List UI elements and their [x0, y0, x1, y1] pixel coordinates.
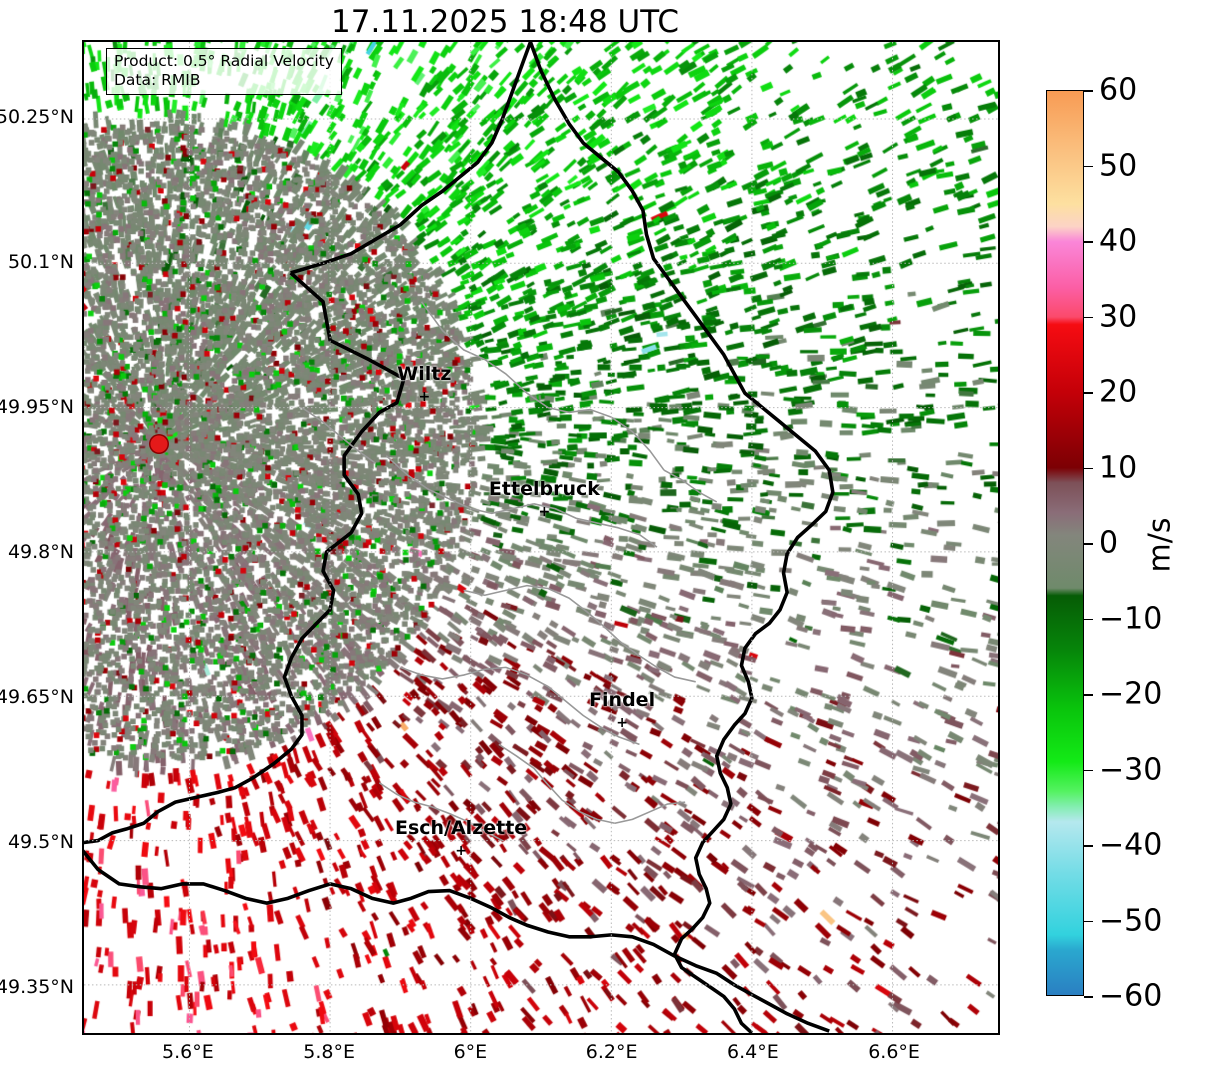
admin-boundary [526, 674, 640, 746]
x-axis-tick-label: 5.8°E [303, 1041, 356, 1063]
city-marker: + [418, 388, 431, 405]
colorbar-tick [1084, 467, 1093, 470]
city-label: Findel [589, 689, 656, 712]
colorbar-tick-label: −50 [1099, 903, 1163, 938]
colorbar-tick [1084, 392, 1093, 394]
city-label: Ettelbruck [488, 477, 600, 500]
colorbar-tick-label: 40 [1099, 223, 1138, 259]
page-title: 17.11.2025 18:48 UTC [331, 4, 679, 40]
y-axis-tick-label: 49.65°N [0, 685, 74, 708]
colorbar-tick-label: 30 [1099, 299, 1138, 334]
colorbar-tick [1084, 543, 1093, 545]
country-border [290, 42, 533, 275]
admin-boundary [301, 406, 377, 465]
colorbar-tick-label: −10 [1099, 601, 1163, 636]
admin-boundary [400, 666, 528, 680]
colorbar-tick-label: −40 [1099, 827, 1163, 863]
y-axis-tick-label: 49.8°N [7, 540, 74, 563]
admin-boundary [498, 743, 615, 825]
admin-boundary [378, 782, 503, 842]
country-border [528, 42, 835, 1033]
colorbar-tick [1084, 618, 1093, 621]
admin-boundary [614, 801, 686, 825]
admin-boundary [533, 503, 658, 548]
colorbar-tick-label: 0 [1099, 525, 1119, 561]
colorbar-gradient [1046, 90, 1084, 996]
gridlines-layer [84, 42, 998, 1033]
info-box: Product: 0.5° Radial Velocity Data: RMIB [106, 48, 342, 95]
y-axis-tick-label: 50.25°N [0, 106, 74, 129]
y-axis-tick-label: 50.1°N [7, 251, 74, 274]
radar-reflectivity-layer [84, 42, 998, 1033]
colorbar-tick-label: −20 [1099, 676, 1163, 712]
city-marker: + [538, 503, 551, 520]
radar-site-marker [150, 435, 168, 453]
colorbar-tick-label: 50 [1099, 148, 1138, 183]
admin-boundary [603, 626, 696, 683]
y-axis-tick-label: 49.5°N [7, 830, 74, 853]
x-axis-tick-label: 5.6°E [162, 1041, 214, 1063]
colorbar-tick [1084, 845, 1093, 847]
colorbar-tick-label: 60 [1099, 72, 1138, 108]
colorbar-tick [1084, 920, 1093, 923]
y-axis-tick-label: 49.35°N [0, 975, 74, 998]
city-label: Esch/Alzette [394, 816, 528, 839]
x-axis-tick-label: 6.2°E [585, 1041, 638, 1063]
colorbar-tick [1084, 241, 1093, 243]
city-label: Wiltz [397, 362, 452, 385]
colorbar-tick-label: 20 [1099, 374, 1138, 410]
x-axis-tick-label: 6.6°E [868, 1041, 920, 1063]
x-axis-tick-label: 6°E [453, 1041, 488, 1063]
colorbar-tick [1084, 996, 1093, 998]
colorbar[interactable]: 60 50 40 30 20 10 0 −10 −20 −30 −40 −50 −60 [1046, 73, 1162, 1014]
admin-boundary [420, 301, 549, 409]
colorbar-tick-label: −30 [1099, 752, 1163, 787]
info-data-source: Data: RMIB [114, 70, 201, 89]
colorbar-tick [1084, 316, 1093, 319]
colorbar-tick [1084, 165, 1093, 168]
y-axis-tick-label: 49.95°N [0, 396, 74, 419]
colorbar-tick-label: −60 [1099, 978, 1163, 1014]
country-border [84, 271, 406, 845]
colorbar-tick [1084, 90, 1093, 92]
admin-boundary [385, 455, 535, 515]
colorbar-tick [1084, 694, 1093, 696]
colorbar-tick-label: 10 [1099, 450, 1138, 485]
colorbar-tick [1084, 769, 1093, 772]
city-marker: + [616, 715, 628, 732]
x-axis-tick-label: 6.4°E [726, 1041, 779, 1063]
admin-boundary [463, 584, 605, 628]
city-overlay-layer: Wiltz + Ettelbruck + Findel + Esch/Alzette + [84, 42, 998, 1033]
info-product: Product: 0.5° Radial Velocity [114, 52, 334, 70]
city-marker: + [455, 842, 467, 859]
colorbar-unit-label: m/s [1142, 517, 1178, 573]
country-border [84, 849, 830, 1033]
admin-boundary [663, 469, 718, 503]
geography-layer [84, 42, 835, 1033]
radar-plot-area[interactable]: Wiltz + Ettelbruck + Findel + Esch/Alzette + Pr… [82, 40, 1000, 1035]
